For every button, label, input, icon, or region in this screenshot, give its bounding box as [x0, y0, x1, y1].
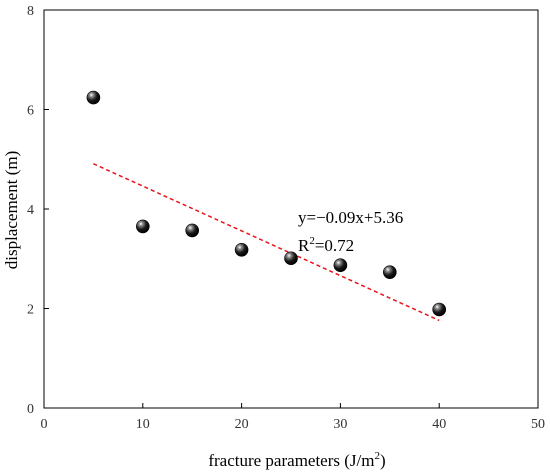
x-tick-label: 50: [531, 417, 545, 432]
x-tick-label: 0: [41, 417, 48, 432]
fit-line: [93, 163, 440, 322]
y-axis-title: displacement (m): [2, 151, 21, 270]
data-point: [382, 265, 397, 279]
x-tick-label: 30: [333, 417, 347, 432]
x-tick-label: 40: [432, 417, 446, 432]
data-point: [136, 219, 150, 234]
axis-ticks: 0 10 20 30 40 50 0 2 4 6 8: [27, 4, 545, 432]
x-tick-label: 20: [235, 417, 249, 432]
plot-border: [43, 9, 539, 409]
data-points: [86, 90, 447, 317]
data-point: [234, 242, 249, 257]
x-tick-label: 10: [136, 417, 150, 432]
data-point: [432, 302, 447, 317]
data-point: [86, 90, 101, 105]
x-axis-title: fracture parameters (J/m2): [208, 450, 385, 470]
y-tick-label: 8: [27, 4, 34, 19]
plot-area: [43, 9, 539, 409]
fit-line-layer: [93, 163, 440, 322]
y-tick-label: 0: [27, 402, 34, 417]
data-point: [333, 258, 348, 273]
r-squared-label: R2=0.72: [298, 235, 354, 255]
y-tick-label: 4: [27, 203, 34, 218]
y-tick-label: 6: [27, 104, 34, 119]
data-point: [284, 251, 298, 266]
equation-label: y=−0.09x+5.36: [298, 208, 403, 227]
data-point: [185, 223, 199, 238]
y-tick-label: 2: [27, 303, 34, 318]
